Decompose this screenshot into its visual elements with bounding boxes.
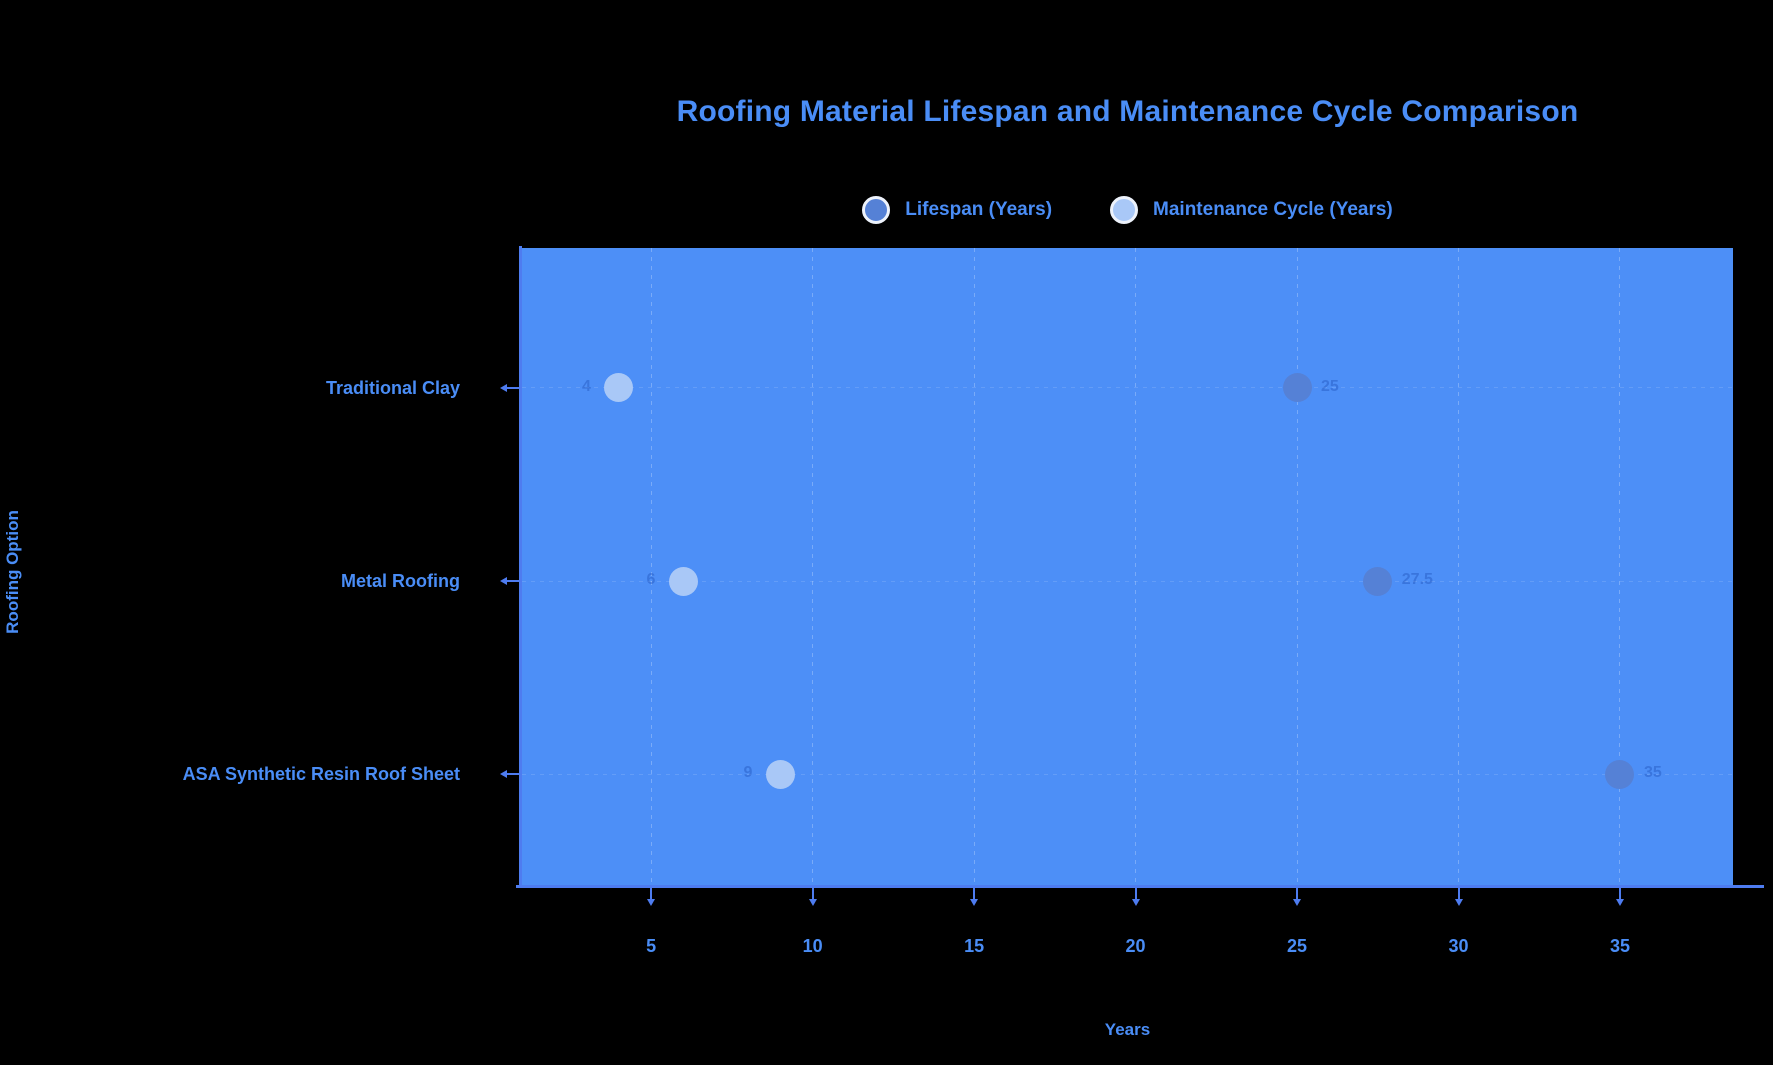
x-axis-tick xyxy=(1293,888,1302,906)
x-gridline xyxy=(973,248,975,885)
point-value-label: 6 xyxy=(646,571,656,589)
point-value-label: 9 xyxy=(743,764,753,782)
y-axis-title: Roofing Option xyxy=(3,510,22,634)
scatter-point[interactable] xyxy=(1282,373,1312,403)
chart-title: Roofing Material Lifespan and Maintenanc… xyxy=(676,95,1579,128)
x-gridline xyxy=(812,248,814,885)
plot-area xyxy=(522,248,1733,885)
x-axis-tick-label: 20 xyxy=(1125,936,1146,956)
x-axis-tick-label: 5 xyxy=(646,936,657,956)
legend: Lifespan (Years) Maintenance Cycle (Years… xyxy=(522,196,1733,224)
y-axis-category-label: Metal Roofing xyxy=(341,571,460,592)
y-axis-tick xyxy=(500,577,520,586)
legend-label: Maintenance Cycle (Years) xyxy=(1153,199,1393,220)
x-axis-tick-label: 30 xyxy=(1448,936,1469,956)
x-axis-tick xyxy=(808,888,817,906)
y-axis-tick xyxy=(500,770,520,779)
x-axis-tick xyxy=(1615,888,1624,906)
x-axis-line xyxy=(516,885,1764,888)
point-value-label: 27.5 xyxy=(1401,571,1433,589)
x-gridline xyxy=(650,248,652,885)
x-gridline xyxy=(1135,248,1137,885)
x-axis-tick-label: 35 xyxy=(1609,936,1630,956)
point-value-label: 35 xyxy=(1643,764,1662,782)
y-axis-line xyxy=(519,246,522,888)
y-axis-category-label: Traditional Clay xyxy=(325,377,460,398)
scatter-point[interactable] xyxy=(668,566,698,596)
y-axis-tick xyxy=(500,383,520,392)
x-axis-tick-label: 25 xyxy=(1287,936,1308,956)
x-axis-tick xyxy=(1131,888,1140,906)
scatter-point[interactable] xyxy=(1363,566,1393,596)
legend-marker-icon xyxy=(862,196,891,224)
y-gridline xyxy=(522,580,1733,582)
x-axis-tick xyxy=(970,888,979,906)
y-axis-category-label: ASA Synthetic Resin Roof Sheet xyxy=(182,764,460,785)
legend-item[interactable]: Maintenance Cycle (Years) xyxy=(1110,196,1393,224)
x-axis-title: Years xyxy=(1104,1020,1151,1039)
x-gridline xyxy=(1458,248,1459,885)
y-gridline xyxy=(522,773,1733,775)
legend-item[interactable]: Lifespan (Years) xyxy=(862,196,1052,224)
y-gridline xyxy=(522,387,1733,389)
point-value-label: 4 xyxy=(581,377,591,395)
legend-label: Lifespan (Years) xyxy=(905,199,1053,220)
x-axis-tick-label: 10 xyxy=(802,936,823,956)
scatter-point[interactable] xyxy=(1605,759,1635,789)
x-gridline xyxy=(1619,248,1621,885)
x-axis-tick xyxy=(1454,888,1463,906)
scatter-point[interactable] xyxy=(604,373,634,403)
x-axis-tick-label: 15 xyxy=(964,936,985,956)
x-gridline xyxy=(1296,248,1298,885)
x-axis-tick xyxy=(647,888,656,906)
legend-marker-icon xyxy=(1110,196,1139,224)
scatter-point[interactable] xyxy=(765,759,795,789)
point-value-label: 25 xyxy=(1321,377,1339,395)
